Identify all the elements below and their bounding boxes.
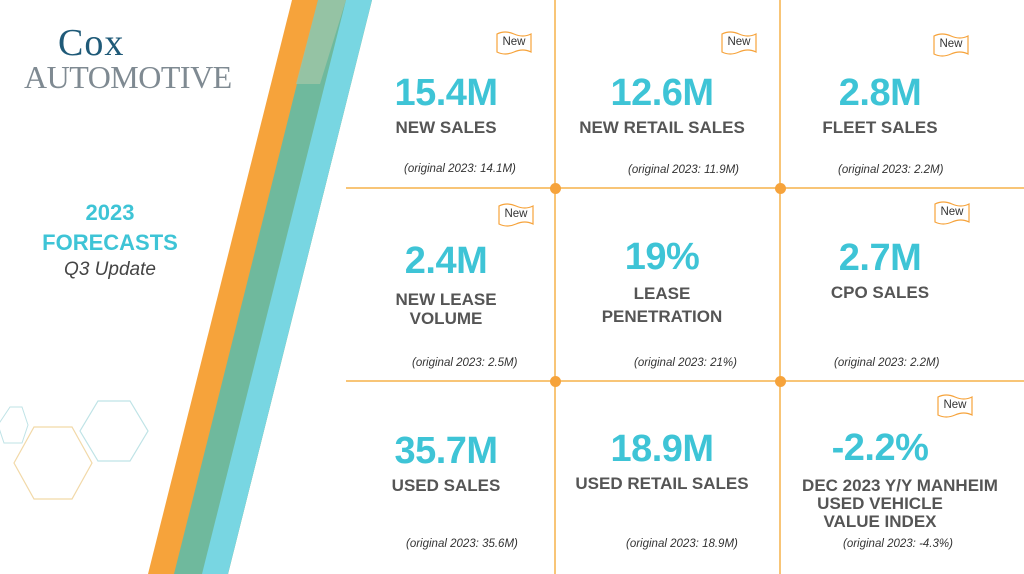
grid-dot bbox=[550, 376, 561, 387]
card-value: 15.4M bbox=[394, 72, 498, 114]
new-badge: New bbox=[936, 393, 974, 419]
card-label: LEASE bbox=[633, 284, 691, 303]
card-value: 19% bbox=[624, 236, 700, 278]
card-label-line2: VOLUME bbox=[409, 309, 483, 328]
card-value: 12.6M bbox=[610, 72, 714, 114]
new-badge-label: New bbox=[727, 36, 751, 48]
card-original: (original 2023: 21%) bbox=[634, 357, 737, 369]
card-label: DEC 2023 Y/Y MANHEIM bbox=[802, 476, 998, 495]
card-original: (original 2023: 14.1M) bbox=[404, 163, 516, 175]
card-used-sales: 35.7M USED SALES bbox=[346, 430, 546, 495]
card-value: 2.8M bbox=[838, 72, 922, 114]
new-badge-label: New bbox=[939, 38, 963, 50]
card-label-line2: USED VEHICLE bbox=[817, 494, 943, 513]
card-label: NEW RETAIL SALES bbox=[579, 118, 745, 137]
new-badge: New bbox=[932, 32, 970, 58]
headline-update: Q3 Update bbox=[64, 259, 156, 280]
card-value: 2.7M bbox=[838, 237, 922, 279]
hexagon-orange bbox=[13, 426, 93, 500]
card-original: (original 2023: -4.3%) bbox=[843, 538, 953, 550]
grid-dot bbox=[775, 376, 786, 387]
card-original: (original 2023: 2.2M) bbox=[834, 357, 940, 369]
stripe-cyan bbox=[202, 0, 372, 574]
grid-dot bbox=[550, 183, 561, 194]
card-value: -2.2% bbox=[831, 427, 929, 469]
card-original: (original 2023: 35.6M) bbox=[406, 538, 518, 550]
card-cpo-sales: 2.7M CPO SALES bbox=[780, 237, 980, 302]
stripe-top-overlay bbox=[296, 0, 346, 84]
card-label: USED SALES bbox=[391, 476, 501, 495]
new-badge-label: New bbox=[943, 399, 967, 411]
new-badge: New bbox=[497, 202, 535, 228]
card-original: (original 2023: 18.9M) bbox=[626, 538, 738, 550]
new-badge-label: New bbox=[504, 208, 528, 220]
card-label: FLEET SALES bbox=[822, 118, 938, 137]
card-label-line2: PENETRATION bbox=[601, 307, 723, 326]
new-badge-label: New bbox=[940, 206, 964, 218]
hexagon-decoration bbox=[0, 400, 149, 500]
card-label: USED RETAIL SALES bbox=[575, 474, 749, 493]
new-badge: New bbox=[495, 30, 533, 56]
card-new-sales: 15.4M NEW SALES bbox=[346, 72, 546, 137]
card-new-retail-sales: 12.6M NEW RETAIL SALES bbox=[562, 72, 762, 137]
headline-forecasts: FORECASTS bbox=[42, 230, 178, 255]
card-label-line3: VALUE INDEX bbox=[823, 512, 937, 531]
headline-year: 2023 bbox=[85, 200, 135, 225]
card-original: (original 2023: 2.2M) bbox=[838, 164, 944, 176]
hexagon-teal bbox=[79, 400, 149, 462]
new-badge: New bbox=[933, 200, 971, 226]
card-original: (original 2023: 2.5M) bbox=[412, 357, 518, 369]
card-label: CPO SALES bbox=[830, 283, 930, 302]
logo-automotive: Automotive bbox=[24, 59, 232, 95]
card-label: NEW SALES bbox=[395, 118, 497, 137]
logo-cox: Cox bbox=[58, 22, 125, 64]
card-used-retail-sales: 18.9M USED RETAIL SALES bbox=[562, 428, 762, 493]
card-fleet-sales: 2.8M FLEET SALES bbox=[780, 72, 980, 137]
new-badge-label: New bbox=[502, 36, 526, 48]
new-badge: New bbox=[720, 30, 758, 56]
card-value: 18.9M bbox=[610, 428, 714, 470]
card-manheim-index: -2.2% DEC 2023 Y/Y MANHEIM USED VEHICLE … bbox=[780, 427, 1020, 531]
hexagon-left bbox=[0, 406, 29, 444]
card-new-lease-volume: 2.4M NEW LEASE VOLUME bbox=[346, 240, 546, 328]
card-original: (original 2023: 11.9M) bbox=[628, 164, 740, 176]
card-value: 2.4M bbox=[404, 240, 488, 282]
card-lease-penetration: 19% LEASE PENETRATION bbox=[562, 236, 762, 326]
forecast-headline: 2023 FORECASTS Q3 Update bbox=[20, 198, 200, 282]
grid-dot bbox=[775, 183, 786, 194]
card-label: NEW LEASE bbox=[395, 290, 497, 309]
card-value: 35.7M bbox=[394, 430, 498, 472]
